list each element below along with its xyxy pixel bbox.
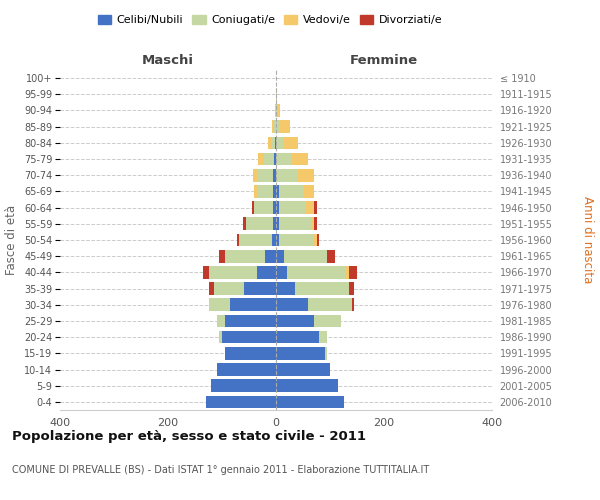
Bar — [314, 202, 317, 214]
Bar — [257, 266, 276, 278]
Bar — [276, 152, 292, 166]
Bar — [217, 363, 276, 376]
Y-axis label: Anni di nascita: Anni di nascita — [581, 196, 594, 284]
Bar — [257, 185, 274, 198]
Bar — [298, 169, 314, 181]
Bar — [308, 298, 352, 311]
Bar — [328, 250, 335, 262]
Bar — [236, 234, 239, 246]
Bar — [258, 152, 263, 166]
Bar — [346, 266, 349, 278]
Bar — [280, 120, 290, 133]
Bar — [278, 234, 314, 246]
Bar — [349, 266, 357, 278]
Y-axis label: Fasce di età: Fasce di età — [5, 205, 19, 275]
Bar — [211, 380, 276, 392]
Bar — [225, 314, 276, 328]
Bar — [217, 314, 225, 328]
Bar — [253, 169, 257, 181]
Bar — [277, 104, 280, 117]
Bar — [275, 136, 276, 149]
Bar — [276, 380, 338, 392]
Bar — [276, 266, 287, 278]
Bar — [276, 347, 325, 360]
Bar — [276, 120, 280, 133]
Bar — [276, 331, 319, 344]
Bar — [274, 185, 276, 198]
Bar — [272, 234, 276, 246]
Bar — [209, 282, 214, 295]
Bar — [276, 202, 278, 214]
Text: Femmine: Femmine — [350, 54, 418, 67]
Bar — [352, 298, 354, 311]
Text: Popolazione per età, sesso e stato civile - 2011: Popolazione per età, sesso e stato civil… — [12, 430, 366, 443]
Bar — [224, 250, 265, 262]
Bar — [349, 282, 354, 295]
Bar — [222, 331, 276, 344]
Bar — [278, 185, 303, 198]
Bar — [265, 250, 276, 262]
Bar — [220, 250, 225, 262]
Bar — [314, 314, 341, 328]
Bar — [243, 218, 246, 230]
Bar — [276, 234, 278, 246]
Bar — [314, 218, 317, 230]
Bar — [287, 266, 346, 278]
Bar — [272, 120, 274, 133]
Bar — [214, 282, 244, 295]
Bar — [278, 218, 311, 230]
Bar — [306, 202, 314, 214]
Bar — [325, 347, 328, 360]
Bar — [276, 104, 277, 117]
Bar — [271, 136, 275, 149]
Bar — [220, 331, 222, 344]
Bar — [254, 202, 274, 214]
Bar — [225, 347, 276, 360]
Bar — [276, 136, 284, 149]
Bar — [246, 218, 273, 230]
Bar — [274, 152, 276, 166]
Bar — [276, 396, 343, 408]
Bar — [276, 298, 308, 311]
Bar — [292, 152, 308, 166]
Bar — [268, 136, 271, 149]
Bar — [276, 218, 278, 230]
Bar — [314, 234, 317, 246]
Bar — [252, 202, 254, 214]
Bar — [230, 298, 276, 311]
Bar — [276, 314, 314, 328]
Bar — [276, 185, 278, 198]
Bar — [254, 185, 257, 198]
Bar — [209, 298, 230, 311]
Bar — [284, 136, 298, 149]
Text: Maschi: Maschi — [142, 54, 194, 67]
Bar — [203, 266, 209, 278]
Bar — [273, 218, 276, 230]
Bar — [263, 152, 274, 166]
Bar — [274, 202, 276, 214]
Bar — [274, 169, 276, 181]
Bar — [278, 202, 306, 214]
Bar — [276, 363, 330, 376]
Bar — [317, 234, 319, 246]
Bar — [276, 250, 284, 262]
Bar — [311, 218, 314, 230]
Bar — [239, 234, 272, 246]
Bar — [257, 169, 274, 181]
Text: COMUNE DI PREVALLE (BS) - Dati ISTAT 1° gennaio 2011 - Elaborazione TUTTITALIA.I: COMUNE DI PREVALLE (BS) - Dati ISTAT 1° … — [12, 465, 429, 475]
Bar — [274, 120, 276, 133]
Bar — [319, 331, 328, 344]
Bar — [206, 396, 276, 408]
Bar — [276, 169, 298, 181]
Bar — [209, 266, 257, 278]
Bar — [276, 282, 295, 295]
Bar — [244, 282, 276, 295]
Bar — [303, 185, 314, 198]
Bar — [295, 282, 349, 295]
Bar — [284, 250, 328, 262]
Legend: Celibi/Nubili, Coniugati/e, Vedovi/e, Divorziati/e: Celibi/Nubili, Coniugati/e, Vedovi/e, Di… — [94, 10, 446, 30]
